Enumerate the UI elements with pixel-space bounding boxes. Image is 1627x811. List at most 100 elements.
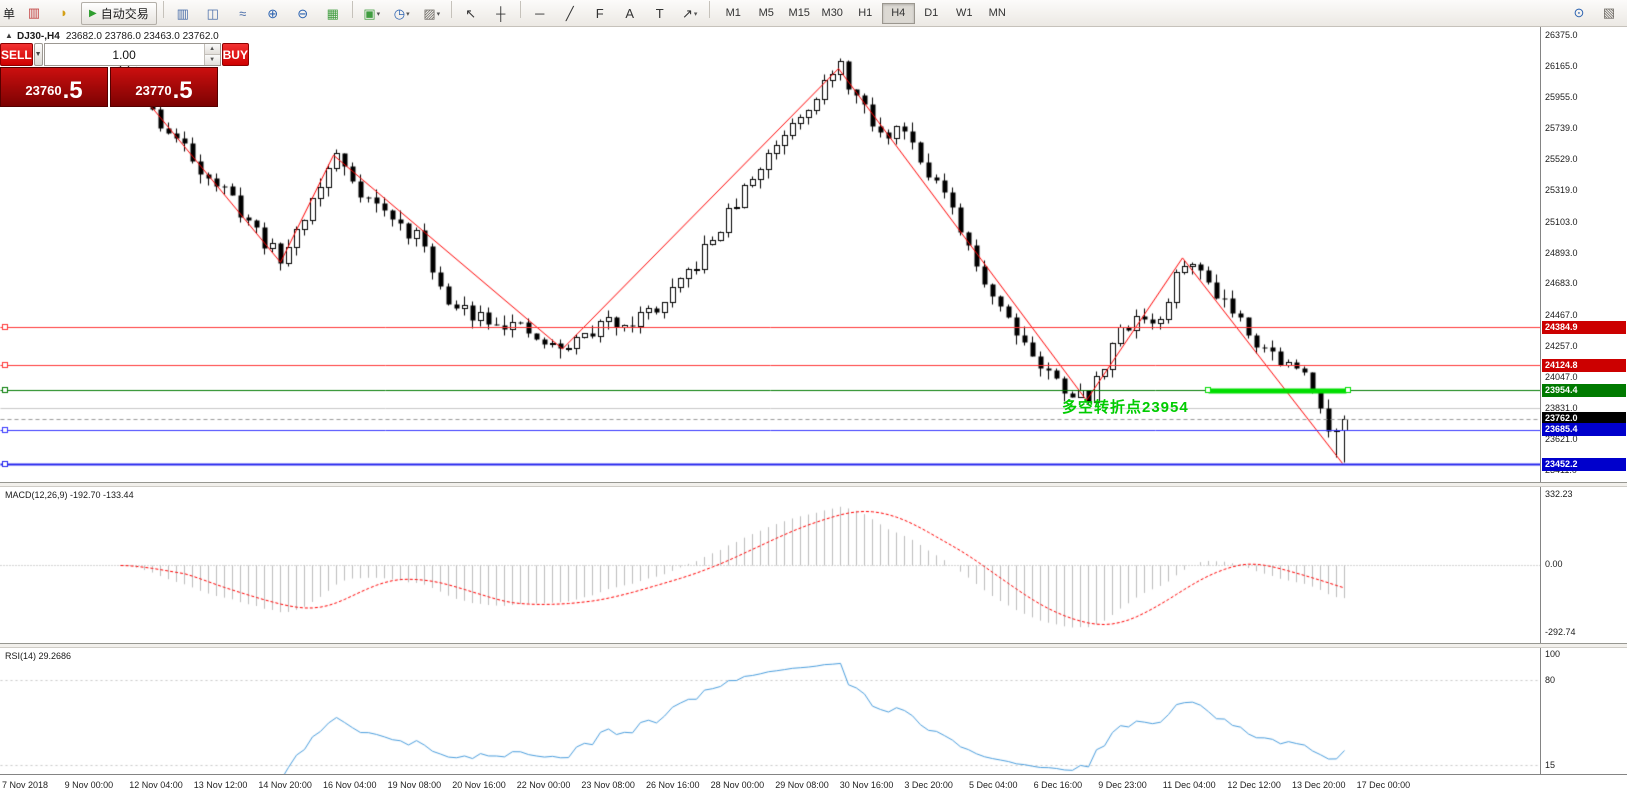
time-axis-label: 11 Dec 04:00 — [1162, 780, 1216, 790]
buy-price-display[interactable]: 23770.5 — [110, 67, 218, 107]
price-axis-badge: 23954.4 — [1542, 383, 1626, 397]
timeframe-d1-button[interactable]: D1 — [924, 7, 939, 19]
price-axis-label: 25739.0 — [1545, 123, 1578, 134]
one-click-trade-panel: SELL ▼ ▲ ▼ BUY 23760.5 23770.5 — [0, 43, 249, 107]
price-axis-label: 23831.0 — [1545, 403, 1578, 414]
rsi-canvas[interactable] — [0, 648, 1540, 774]
toolbar-separator — [450, 0, 452, 18]
macd-axis-label: 0.00 — [1545, 559, 1563, 569]
text-icon[interactable]: A — [616, 2, 644, 25]
timeframe-m1-button[interactable]: M1 — [725, 7, 741, 19]
toolbar-separator — [519, 0, 521, 18]
buy-price-fraction: .5 — [172, 77, 193, 104]
new-order-icon[interactable]: ▥ — [20, 2, 48, 25]
chevron-down-icon: ▾ — [376, 10, 381, 18]
auto-trading-button[interactable]: ▶ 自动交易 — [81, 1, 157, 25]
timeframe-m15-button[interactable]: M15 — [788, 7, 810, 19]
main-chart-canvas[interactable] — [0, 27, 1540, 482]
search-icon[interactable]: ⊙ — [1565, 2, 1593, 25]
tile-windows-icon[interactable]: ▦ — [319, 2, 347, 25]
time-axis[interactable]: 7 Nov 2018 9 Nov 00:00 12 Nov 04:00 13 Nov … — [0, 774, 1627, 796]
price-axis-label: 23621.0 — [1545, 434, 1578, 445]
hline-icon: ─ — [535, 5, 545, 21]
time-axis-label: 28 Nov 00:00 — [710, 780, 765, 790]
macd-axis-label: 332.23 — [1545, 489, 1573, 499]
price-axis: 26375.0 26165.0 25955.0 25739.0 25529.0 25319… — [1540, 27, 1627, 482]
macd-axis-label: -292.74 — [1545, 627, 1576, 637]
sell-price-fraction: .5 — [62, 77, 83, 104]
toolbar-separator — [162, 0, 164, 18]
pane-separator[interactable] — [0, 643, 1627, 648]
templates-icon: ▨ — [423, 5, 436, 21]
rsi-axis-label: 100 — [1545, 649, 1561, 660]
macd-canvas[interactable] — [0, 487, 1540, 643]
macd-axis: 332.23 0.00 -292.74 — [1540, 487, 1627, 643]
rsi-axis-label: 80 — [1545, 675, 1556, 686]
price-axis-label: 25103.0 — [1545, 216, 1578, 227]
time-axis-label: 16 Nov 04:00 — [323, 780, 377, 790]
zoom-in-icon[interactable]: ⊕ — [259, 2, 287, 25]
chart-candles-icon: ◫ — [206, 5, 219, 21]
price-axis-label: 26165.0 — [1545, 60, 1578, 71]
time-axis-label: 23 Nov 08:00 — [581, 780, 635, 790]
main-toolbar: 单 ▥ ◗ ▶ 自动交易 ▥ ◫ ≈ ⊕ ⊖ ▦ ▣ ▾ ◷ ▾ ▨ ▾ ↖ ┼ ─ ╱ F A T ↗ ▾ M1 M5 M1… — [0, 0, 1627, 27]
buy-button[interactable]: BUY — [221, 43, 249, 66]
new-chart-icon: ▣ — [363, 5, 376, 21]
cursor-icon[interactable]: ↖ — [457, 2, 485, 25]
sell-price-display[interactable]: 23760.5 — [0, 67, 108, 107]
time-axis-label: 13 Dec 20:00 — [1292, 780, 1346, 790]
time-axis-label: 26 Nov 16:00 — [646, 780, 700, 790]
chart-bars-icon: ▥ — [176, 5, 189, 21]
chart-bars-icon[interactable]: ▥ — [169, 2, 197, 25]
crosshair-icon[interactable]: ┼ — [487, 2, 515, 25]
timeframe-mn-button[interactable]: MN — [988, 7, 1006, 19]
hline-icon[interactable]: ─ — [526, 2, 554, 25]
order-type-dropdown[interactable]: ▼ — [33, 43, 43, 66]
templates-icon[interactable]: ▨ ▾ — [418, 2, 446, 25]
timeframe-h1-button[interactable]: H1 — [858, 7, 873, 19]
text-icon: A — [625, 5, 635, 21]
price-axis-label: 26375.0 — [1545, 30, 1578, 41]
timeframe-w1-button[interactable]: W1 — [955, 7, 973, 19]
timeframe-m30-button[interactable]: M30 — [821, 7, 843, 19]
new-chart-icon[interactable]: ▣ ▾ — [358, 2, 386, 25]
label-icon[interactable]: T — [646, 2, 674, 25]
price-axis-badge: 23685.4 — [1542, 423, 1626, 437]
accounts-icon: ◗ — [60, 5, 68, 21]
price-axis-label: 25955.0 — [1545, 91, 1578, 102]
pane-separator[interactable] — [0, 482, 1627, 487]
tile-windows-icon: ▦ — [326, 5, 339, 21]
window-icon[interactable]: ▧ — [1595, 2, 1623, 25]
volume-down-button[interactable]: ▼ — [204, 55, 220, 65]
timeframe-m5-button[interactable]: M5 — [758, 7, 774, 19]
timeframe-h4-button[interactable]: H4 — [881, 2, 915, 24]
time-axis-label: 22 Nov 00:00 — [516, 780, 571, 790]
trendline-icon[interactable]: ╱ — [556, 2, 584, 25]
volume-input[interactable] — [44, 44, 204, 65]
chart-line-icon[interactable]: ≈ — [229, 2, 257, 25]
time-axis-label: 12 Nov 04:00 — [129, 780, 183, 790]
price-axis-label: 24683.0 — [1545, 278, 1578, 289]
arrows-icon[interactable]: ↗ ▾ — [676, 2, 704, 25]
volume-up-button[interactable]: ▲ — [204, 44, 220, 55]
price-axis-label: 25319.0 — [1545, 185, 1578, 196]
zoom-in-icon: ⊕ — [267, 5, 279, 21]
cursor-icon: ↖ — [465, 5, 477, 21]
search-icon: ⊙ — [1573, 5, 1585, 20]
zoom-out-icon: ⊖ — [297, 5, 309, 21]
label-icon: T — [655, 5, 664, 21]
chart-workspace: ▲ DJ30-,H4 23682.0 23786.0 23463.0 23762.… — [0, 27, 1627, 796]
fibo-icon[interactable]: F — [586, 2, 614, 25]
chart-title: DJ30-,H4 23682.0 23786.0 23463.0 23762.0 — [17, 31, 219, 42]
accounts-icon[interactable]: ◗ — [50, 1, 78, 24]
price-axis-badge: 24384.9 — [1542, 320, 1626, 334]
time-axis-label: 17 Dec 00:00 — [1356, 780, 1411, 790]
toolbar-separator — [708, 0, 710, 18]
time-axis-label: 9 Nov 00:00 — [64, 780, 114, 790]
sell-button[interactable]: SELL — [0, 43, 33, 66]
zoom-out-icon[interactable]: ⊖ — [289, 2, 317, 25]
one-click-collapse-icon[interactable]: ▲ — [5, 31, 13, 40]
profiles-icon[interactable]: ◷ ▾ — [388, 2, 416, 25]
chart-candles-icon[interactable]: ◫ — [199, 2, 227, 25]
rsi-pane: RSI(14) 29.2686 100 80 15 — [0, 648, 1627, 774]
